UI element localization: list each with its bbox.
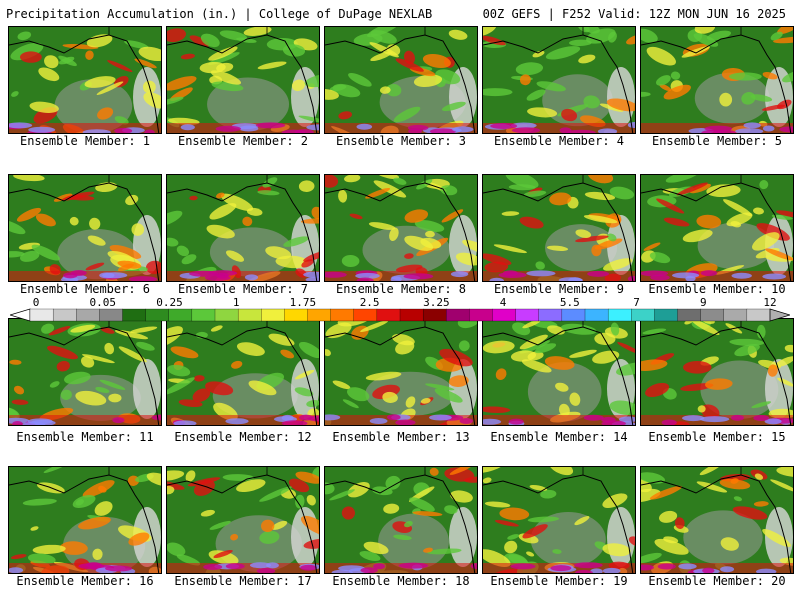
- ensemble-map-panel: [8, 466, 162, 574]
- ensemble-member-label: Ensemble Member: 15: [648, 430, 786, 444]
- colorbar-segment: [168, 308, 193, 322]
- colorbar-segment: [284, 308, 308, 322]
- ensemble-member-label: Ensemble Member: 20: [648, 574, 786, 588]
- ensemble-map-panel: [324, 174, 478, 282]
- ensemble-map-panel: [640, 466, 794, 574]
- colorbar-segment: [700, 308, 725, 322]
- run-valid-info: 00Z GEFS | F252 Valid: 12Z MON JUN 16 20…: [482, 7, 786, 21]
- colorbar-tick-label: 3.25: [423, 296, 450, 309]
- ensemble-member-label: Ensemble Member: 3: [335, 134, 467, 148]
- colorbar-segment: [469, 308, 493, 322]
- colorbar-tick-label: 4: [499, 296, 507, 309]
- colorbar-segment: [99, 308, 123, 322]
- colorbar-segment: [52, 308, 77, 322]
- colorbar-segment: [191, 308, 216, 322]
- colorbar-tick-label: 1: [232, 296, 240, 309]
- colorbar-segment: [746, 308, 771, 322]
- ensemble-map-panel: [640, 174, 794, 282]
- colorbar-segment: [145, 308, 170, 322]
- ensemble-map-panel: [324, 26, 478, 134]
- colorbar-segment: [631, 308, 655, 322]
- ensemble-map-panel: [8, 318, 162, 426]
- colorbar-segment: [446, 308, 470, 322]
- ensemble-member-label: Ensemble Member: 2: [177, 134, 309, 148]
- colorbar-legend: 0 0.05 0.25 1 1.75 2.5 3.25 4 5.5 7 9 12: [10, 296, 790, 322]
- ensemble-member-label: Ensemble Member: 4: [493, 134, 625, 148]
- ensemble-member-label: Ensemble Member: 16: [16, 574, 154, 588]
- ensemble-map-panel: [166, 174, 320, 282]
- ensemble-member-label: Ensemble Member: 7: [177, 282, 309, 296]
- colorbar-segment: [307, 308, 332, 322]
- ensemble-map-panel: [324, 318, 478, 426]
- ensemble-member-label: Ensemble Member: 9: [493, 282, 625, 296]
- colorbar-tick-label: 1.75: [289, 296, 317, 309]
- ensemble-map-panel: [8, 26, 162, 134]
- ensemble-map-panel: [640, 318, 794, 426]
- colorbar-segment: [492, 308, 517, 322]
- colorbar-segment: [677, 308, 702, 322]
- colorbar-segment: [723, 308, 748, 322]
- colorbar-segment: [237, 308, 262, 322]
- colorbar-segment: [654, 308, 678, 322]
- ensemble-member-label: Ensemble Member: 19: [490, 574, 628, 588]
- ensemble-member-label: Ensemble Member: 6: [19, 282, 151, 296]
- ensemble-member-label: Ensemble Member: 11: [16, 430, 154, 444]
- colorbar-scale: [10, 308, 790, 322]
- colorbar-tick-label: 9: [699, 296, 707, 309]
- ensemble-map-panel: [8, 174, 162, 282]
- ensemble-member-label: Ensemble Member: 18: [332, 574, 470, 588]
- ensemble-map-panel: [482, 174, 636, 282]
- colorbar-tick-label: 5.5: [559, 296, 580, 309]
- colorbar-tick-label: 7: [633, 296, 640, 309]
- colorbar-segment: [515, 308, 540, 322]
- colorbar-segment: [353, 308, 378, 322]
- colorbar-segment: [214, 308, 239, 322]
- colorbar-segment: [399, 308, 424, 322]
- ensemble-member-label: Ensemble Member: 12: [174, 430, 312, 444]
- colorbar-segment: [538, 308, 563, 322]
- ensemble-member-label: Ensemble Member: 10: [648, 282, 786, 296]
- colorbar-segment: [76, 308, 100, 322]
- colorbar-segment: [330, 308, 355, 322]
- ensemble-map-panel: [166, 318, 320, 426]
- colorbar-segment: [376, 308, 401, 322]
- colorbar-tick-label: 0.25: [156, 296, 183, 309]
- colorbar-tick-label: 0.05: [89, 296, 116, 309]
- ensemble-member-label: Ensemble Member: 5: [651, 134, 783, 148]
- colorbar-segment: [122, 308, 147, 322]
- ensemble-map-panel: [640, 26, 794, 134]
- ensemble-map-panel: [482, 318, 636, 426]
- ensemble-member-label: Ensemble Member: 1: [19, 134, 151, 148]
- colorbar-segment: [261, 308, 285, 322]
- colorbar-segment: [607, 308, 632, 322]
- ensemble-member-label: Ensemble Member: 13: [332, 430, 470, 444]
- colorbar-tick-label: 0: [32, 296, 40, 309]
- map-title: Precipitation Accumulation (in.) | Colle…: [6, 7, 433, 21]
- colorbar-segment: [584, 308, 609, 322]
- colorbar-segment: [29, 308, 54, 322]
- colorbar-segment: [561, 308, 586, 322]
- ensemble-map-panel: [482, 26, 636, 134]
- ensemble-member-label: Ensemble Member: 14: [490, 430, 628, 444]
- colorbar-segment: [422, 308, 447, 322]
- ensemble-map-panel: [166, 26, 320, 134]
- ensemble-map-panel: [324, 466, 478, 574]
- ensemble-map-panel: [482, 466, 636, 574]
- ensemble-member-label: Ensemble Member: 8: [335, 282, 467, 296]
- colorbar-tick-label: 2.5: [359, 296, 380, 309]
- ensemble-map-panel: [166, 466, 320, 574]
- header: Precipitation Accumulation (in.) | Colle…: [0, 0, 800, 24]
- colorbar-tick-label: 12: [763, 296, 777, 309]
- ensemble-member-label: Ensemble Member: 17: [174, 574, 312, 588]
